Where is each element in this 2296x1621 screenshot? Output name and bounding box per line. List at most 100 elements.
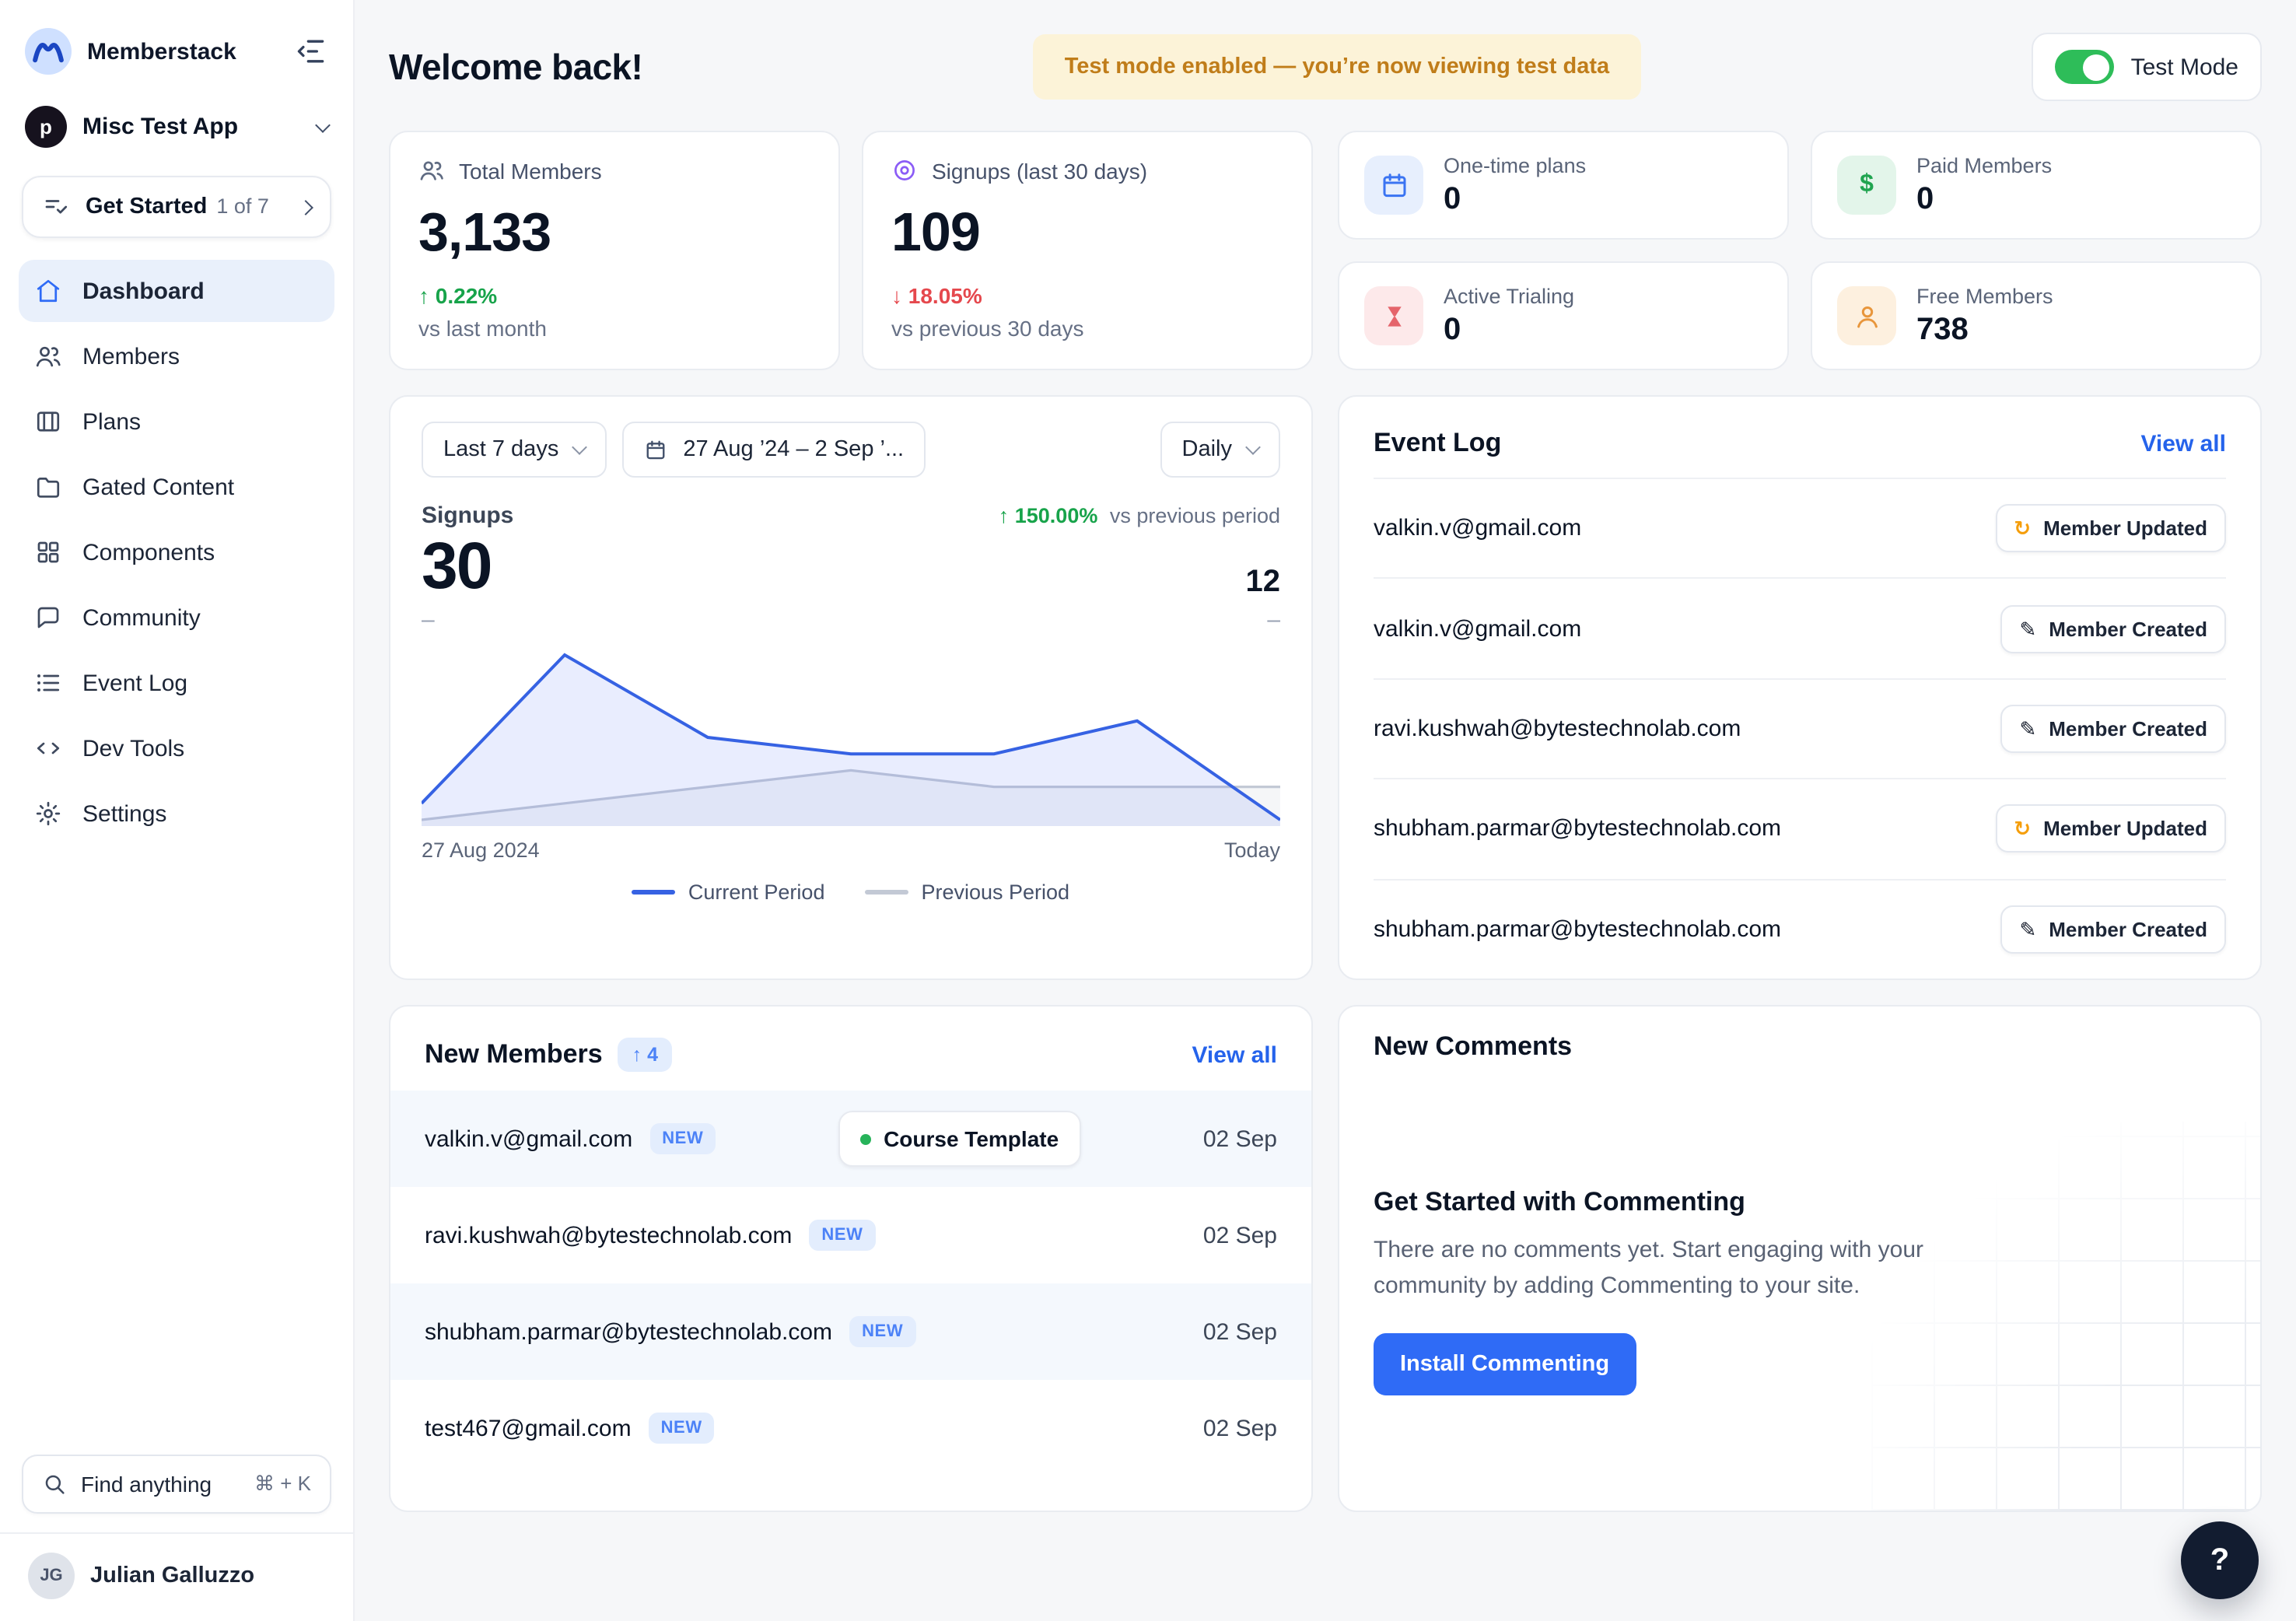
help-button[interactable]: ? xyxy=(2181,1521,2259,1599)
stat-label: Signups (last 30 days) xyxy=(932,158,1148,183)
event-badge[interactable]: ✎ Member Created xyxy=(2000,604,2226,653)
nav-label: Plans xyxy=(82,408,142,435)
member-row[interactable]: valkin.v@gmail.com NEW Course Template 0… xyxy=(390,1091,1311,1187)
event-log-row[interactable]: shubham.parmar@bytestechnolab.com ✎ Membe… xyxy=(1374,878,2226,979)
plan-pill[interactable]: Course Template xyxy=(838,1111,1081,1167)
test-mode-toggle-card[interactable]: Test Mode xyxy=(2031,33,2262,101)
search-input[interactable]: Find anything ⌘ + K xyxy=(22,1455,331,1514)
event-log-title: Event Log xyxy=(1374,428,1502,457)
event-log-card: Event Log View all valkin.v@gmail.com ↻ M… xyxy=(1338,395,2262,980)
brand-name: Memberstack xyxy=(87,38,236,65)
current-sub: – xyxy=(422,607,435,634)
member-row[interactable]: ravi.kushwah@bytestechnolab.com NEW 02 S… xyxy=(390,1187,1311,1283)
current-total: 30 xyxy=(422,529,492,602)
event-badge[interactable]: ↻ Member Updated xyxy=(1995,504,2226,553)
avatar: JG xyxy=(28,1553,75,1599)
mini-value: 0 xyxy=(1444,312,1461,346)
stat-value: 109 xyxy=(891,202,981,263)
new-comments-title: New Comments xyxy=(1374,1031,1573,1061)
calendar-icon xyxy=(644,438,667,461)
one-time-plans-card: One-time plans 0 xyxy=(1338,131,1789,240)
member-email: ravi.kushwah@bytestechnolab.com xyxy=(425,1222,793,1248)
get-started-card[interactable]: Get Started 1 of 7 xyxy=(22,176,331,238)
member-row[interactable]: test467@gmail.com NEW 02 Sep xyxy=(390,1380,1311,1476)
refresh-icon: ↻ xyxy=(2014,516,2032,541)
event-log-view-all-link[interactable]: View all xyxy=(2140,430,2226,457)
search-placeholder: Find anything xyxy=(81,1472,212,1497)
app-selector[interactable]: p Misc Test App xyxy=(19,81,334,154)
sidebar-bottom: Find anything ⌘ + K JG Julian Galluzzo xyxy=(0,1455,353,1621)
member-row[interactable]: shubham.parmar@bytestechnolab.com NEW 02… xyxy=(390,1283,1311,1380)
checklist-icon xyxy=(42,193,70,221)
chart-controls: Last 7 days 27 Aug ’24 – 2 Sep ’... Dail… xyxy=(422,422,1280,478)
metric-label: Signups xyxy=(422,502,514,529)
sidebar-item-plans[interactable]: Plans xyxy=(19,390,334,453)
chat-bubble-icon xyxy=(34,604,62,632)
paid-members-card: $ Paid Members 0 xyxy=(1811,131,2262,240)
commenting-body: There are no comments yet. Start engagin… xyxy=(1374,1237,1924,1300)
total-members-card: Total Members 3,133 ↑ 0.22% vs last mont… xyxy=(389,131,840,370)
gear-icon xyxy=(34,800,62,828)
search-icon xyxy=(42,1472,67,1497)
event-badge[interactable]: ✎ Member Created xyxy=(2000,905,2226,954)
get-started-label: Get Started xyxy=(86,194,208,219)
sidebar-item-components[interactable]: Components xyxy=(19,521,334,583)
target-icon xyxy=(891,157,918,184)
new-members-title: New Members xyxy=(425,1039,603,1069)
collapse-sidebar-icon[interactable] xyxy=(294,34,328,68)
stat-note: vs last month xyxy=(418,316,547,341)
page-header: Welcome back! Test mode enabled — you’re… xyxy=(389,28,2262,106)
sidebar-item-members[interactable]: Members xyxy=(19,325,334,387)
event-badge[interactable]: ↻ Member Updated xyxy=(1995,804,2226,853)
event-badge-label: Member Created xyxy=(2049,617,2207,641)
calendar-icon xyxy=(1364,156,1423,215)
new-badge: NEW xyxy=(849,1316,916,1347)
stat-delta: ↑ 0.22% xyxy=(418,283,498,308)
legend-previous-label: Previous Period xyxy=(921,881,1070,905)
install-commenting-button[interactable]: Install Commenting xyxy=(1374,1332,1636,1395)
user-menu[interactable]: JG Julian Galluzzo xyxy=(0,1532,353,1621)
mini-stats: One-time plans 0 $ Paid Members 0 Active… xyxy=(1338,131,2262,370)
event-badge-label: Member Created xyxy=(2049,917,2207,941)
stat-label: Total Members xyxy=(459,158,602,183)
members-icon xyxy=(34,342,62,370)
new-members-view-all-link[interactable]: View all xyxy=(1192,1042,1277,1068)
granularity-select[interactable]: Daily xyxy=(1160,422,1280,478)
event-email: shubham.parmar@bytestechnolab.com xyxy=(1374,815,1782,842)
event-log-row[interactable]: valkin.v@gmail.com ↻ Member Updated xyxy=(1374,478,2226,578)
free-members-card: Free Members 738 xyxy=(1811,261,2262,370)
sidebar-item-gated-content[interactable]: Gated Content xyxy=(19,456,334,518)
date-range-picker[interactable]: 27 Aug ’24 – 2 Sep ’... xyxy=(622,422,926,478)
chevron-down-icon xyxy=(572,439,588,455)
sidebar-item-dev-tools[interactable]: Dev Tools xyxy=(19,717,334,779)
decorative-grid xyxy=(1871,1122,2260,1511)
x-axis-start: 27 Aug 2024 xyxy=(422,839,540,863)
sidebar-item-event-log[interactable]: Event Log xyxy=(19,652,334,714)
previous-period-swatch xyxy=(865,890,909,895)
new-members-card: New Members ↑ 4 View all valkin.v@gmail.… xyxy=(389,1005,1313,1512)
member-date: 02 Sep xyxy=(1202,1126,1277,1152)
active-trialing-card: Active Trialing 0 xyxy=(1338,261,1789,370)
bottom-row: New Members ↑ 4 View all valkin.v@gmail.… xyxy=(389,1005,2262,1512)
get-started-main: Get Started 1 of 7 xyxy=(86,194,285,219)
event-log-row[interactable]: ravi.kushwah@bytestechnolab.com ✎ Member … xyxy=(1374,677,2226,779)
app-logo-icon: p xyxy=(25,106,67,148)
test-mode-label: Test Mode xyxy=(2130,54,2238,80)
sidebar-item-community[interactable]: Community xyxy=(19,586,334,649)
get-started-progress-label: 1 of 7 xyxy=(216,194,269,218)
member-date: 02 Sep xyxy=(1202,1318,1277,1345)
event-badge-label: Member Updated xyxy=(2043,817,2207,841)
sidebar-item-dashboard[interactable]: Dashboard xyxy=(19,260,334,322)
range-select[interactable]: Last 7 days xyxy=(422,422,607,478)
test-mode-toggle[interactable] xyxy=(2054,50,2114,84)
event-log-row[interactable]: valkin.v@gmail.com ✎ Member Created xyxy=(1374,577,2226,678)
event-log-row[interactable]: shubham.parmar@bytestechnolab.com ↻ Membe… xyxy=(1374,778,2226,878)
chevron-right-icon xyxy=(298,199,313,215)
nav-label: Components xyxy=(82,539,215,565)
event-badge[interactable]: ✎ Member Created xyxy=(2000,705,2226,754)
sidebar-item-settings[interactable]: Settings xyxy=(19,782,334,845)
members-icon xyxy=(418,157,445,184)
person-icon xyxy=(1837,286,1896,345)
mini-value: 0 xyxy=(1916,181,1934,215)
mini-value: 738 xyxy=(1916,312,1969,346)
